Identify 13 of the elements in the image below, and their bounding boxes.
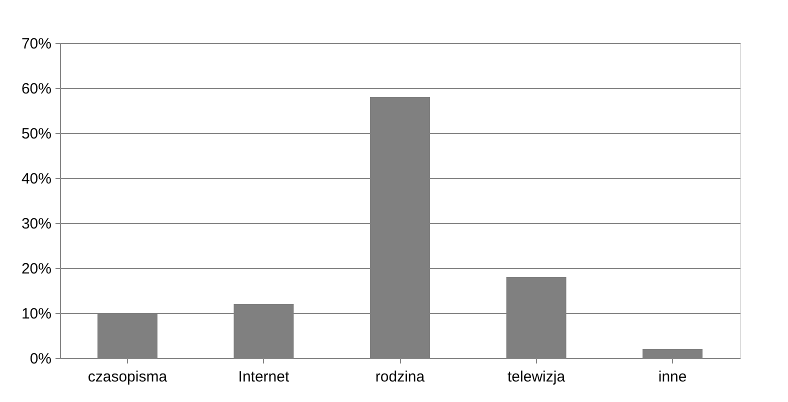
x-tick-label: czasopisma [88, 368, 168, 386]
y-tick-label: 10% [21, 306, 52, 322]
x-tick-label: inne [658, 368, 687, 386]
y-tick-label: 60% [21, 80, 52, 98]
x-tick-label: telewizja [508, 368, 566, 386]
y-tick-label: 30% [21, 216, 52, 232]
y-tick-label: 40% [21, 170, 52, 188]
y-tick-label: 50% [21, 126, 52, 142]
x-tick-label: rodzina [375, 368, 426, 386]
y-tick-label: 20% [21, 260, 52, 278]
y-tick-label: 0% [30, 350, 52, 368]
y-tick-label: 70% [21, 36, 52, 52]
x-tick-label: Internet [238, 368, 290, 386]
